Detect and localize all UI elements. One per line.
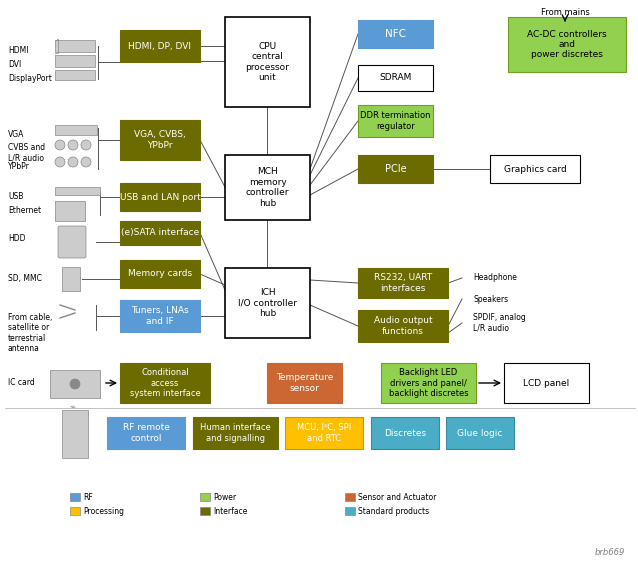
Text: From mains: From mains	[540, 8, 590, 17]
FancyBboxPatch shape	[381, 363, 476, 403]
Text: RF: RF	[83, 493, 93, 502]
Bar	[70, 493, 80, 501]
Text: YPbPr: YPbPr	[8, 162, 30, 171]
FancyBboxPatch shape	[107, 417, 185, 449]
Text: USB and LAN port: USB and LAN port	[120, 193, 200, 202]
Text: PCIe: PCIe	[385, 164, 406, 174]
Text: HDMI: HDMI	[8, 46, 29, 55]
Text: From cable,
satellite or
terrestrial
antenna: From cable, satellite or terrestrial ant…	[8, 313, 52, 353]
Text: SDRAM: SDRAM	[380, 74, 412, 83]
Text: DDR termination
regulator: DDR termination regulator	[360, 111, 431, 131]
Text: Processing: Processing	[83, 507, 124, 516]
Text: SPDIF, analog
L/R audio: SPDIF, analog L/R audio	[473, 313, 526, 333]
FancyBboxPatch shape	[120, 120, 200, 160]
FancyBboxPatch shape	[55, 40, 95, 52]
Bar	[70, 507, 80, 515]
FancyBboxPatch shape	[55, 70, 95, 80]
FancyBboxPatch shape	[120, 183, 200, 211]
FancyBboxPatch shape	[446, 417, 514, 449]
FancyBboxPatch shape	[55, 187, 100, 195]
FancyBboxPatch shape	[358, 20, 433, 48]
Text: Discretes: Discretes	[384, 428, 426, 437]
FancyBboxPatch shape	[358, 105, 433, 137]
Text: RS232, UART
interfaces: RS232, UART interfaces	[374, 273, 432, 293]
Text: (e)SATA interface: (e)SATA interface	[121, 229, 199, 238]
Text: Ethernet: Ethernet	[8, 206, 41, 215]
Circle shape	[81, 140, 91, 150]
FancyBboxPatch shape	[120, 363, 210, 403]
FancyBboxPatch shape	[508, 17, 626, 72]
Text: NFC: NFC	[385, 29, 406, 39]
FancyBboxPatch shape	[358, 310, 448, 342]
Text: ⌁: ⌁	[69, 402, 75, 412]
FancyBboxPatch shape	[504, 363, 589, 403]
FancyBboxPatch shape	[62, 267, 80, 291]
FancyBboxPatch shape	[62, 410, 88, 458]
FancyBboxPatch shape	[120, 300, 200, 332]
FancyBboxPatch shape	[193, 417, 278, 449]
Text: Power: Power	[213, 493, 236, 502]
Text: DisplayPort: DisplayPort	[8, 74, 52, 83]
FancyBboxPatch shape	[120, 30, 200, 62]
Text: Interface: Interface	[213, 507, 248, 516]
Text: Backlight LED
drivers and panel/
backlight discretes: Backlight LED drivers and panel/ backlig…	[389, 368, 468, 398]
FancyBboxPatch shape	[267, 363, 342, 403]
FancyBboxPatch shape	[285, 417, 363, 449]
Text: VGA, CVBS,
YPbPr: VGA, CVBS, YPbPr	[134, 130, 186, 150]
Text: IC card: IC card	[8, 378, 34, 387]
FancyBboxPatch shape	[58, 226, 86, 258]
Text: Tuners, LNAs
and IF: Tuners, LNAs and IF	[131, 306, 189, 326]
Bar	[345, 507, 355, 515]
Text: brb669: brb669	[595, 548, 625, 557]
Text: CPU
central
processor
unit: CPU central processor unit	[246, 42, 290, 82]
Text: Human interface
and signalling: Human interface and signalling	[200, 423, 271, 443]
Circle shape	[81, 157, 91, 167]
Text: MCH
memory
controller
hub: MCH memory controller hub	[246, 167, 289, 208]
Text: USB: USB	[8, 192, 24, 201]
Text: Graphics card: Graphics card	[503, 164, 567, 173]
Circle shape	[55, 157, 65, 167]
Text: AC-DC controllers
and
power discretes: AC-DC controllers and power discretes	[527, 30, 607, 60]
FancyBboxPatch shape	[225, 17, 310, 107]
FancyBboxPatch shape	[358, 155, 433, 183]
Text: CVBS and
L/R audio: CVBS and L/R audio	[8, 143, 45, 162]
FancyBboxPatch shape	[55, 55, 95, 67]
FancyBboxPatch shape	[225, 268, 310, 338]
FancyBboxPatch shape	[358, 268, 448, 298]
Text: Audio output
functions: Audio output functions	[374, 316, 433, 336]
Text: Headphone: Headphone	[473, 274, 517, 283]
Text: Speakers: Speakers	[473, 294, 508, 303]
Bar	[200, 507, 210, 515]
Text: HDMI, DP, DVI: HDMI, DP, DVI	[128, 42, 191, 51]
FancyBboxPatch shape	[490, 155, 580, 183]
Text: Memory cards: Memory cards	[128, 270, 192, 279]
Text: Temperature
sensor: Temperature sensor	[276, 373, 333, 393]
Text: Conditional
access
system interface: Conditional access system interface	[130, 368, 200, 398]
Text: VGA: VGA	[8, 130, 24, 139]
FancyBboxPatch shape	[371, 417, 439, 449]
Text: SD, MMC: SD, MMC	[8, 274, 42, 283]
FancyBboxPatch shape	[358, 65, 433, 91]
Text: Sensor and Actuator: Sensor and Actuator	[358, 493, 436, 502]
Text: HDD: HDD	[8, 234, 26, 243]
FancyBboxPatch shape	[225, 155, 310, 220]
FancyBboxPatch shape	[120, 260, 200, 288]
FancyBboxPatch shape	[55, 125, 97, 135]
Text: LCD panel: LCD panel	[523, 378, 570, 387]
Circle shape	[55, 140, 65, 150]
Bar	[345, 493, 355, 501]
Circle shape	[68, 140, 78, 150]
FancyBboxPatch shape	[120, 221, 200, 245]
Text: DVI: DVI	[8, 60, 21, 69]
Circle shape	[70, 379, 80, 389]
FancyBboxPatch shape	[55, 201, 85, 221]
Bar	[200, 493, 210, 501]
Text: MCU, I²C, SPI
and RTC: MCU, I²C, SPI and RTC	[297, 423, 351, 443]
FancyBboxPatch shape	[50, 370, 100, 398]
Text: ICH
I/O controller
hub: ICH I/O controller hub	[238, 288, 297, 318]
Text: Glue logic: Glue logic	[457, 428, 503, 437]
Text: Standard products: Standard products	[358, 507, 429, 516]
Circle shape	[68, 157, 78, 167]
Text: RF remote
control: RF remote control	[122, 423, 170, 443]
